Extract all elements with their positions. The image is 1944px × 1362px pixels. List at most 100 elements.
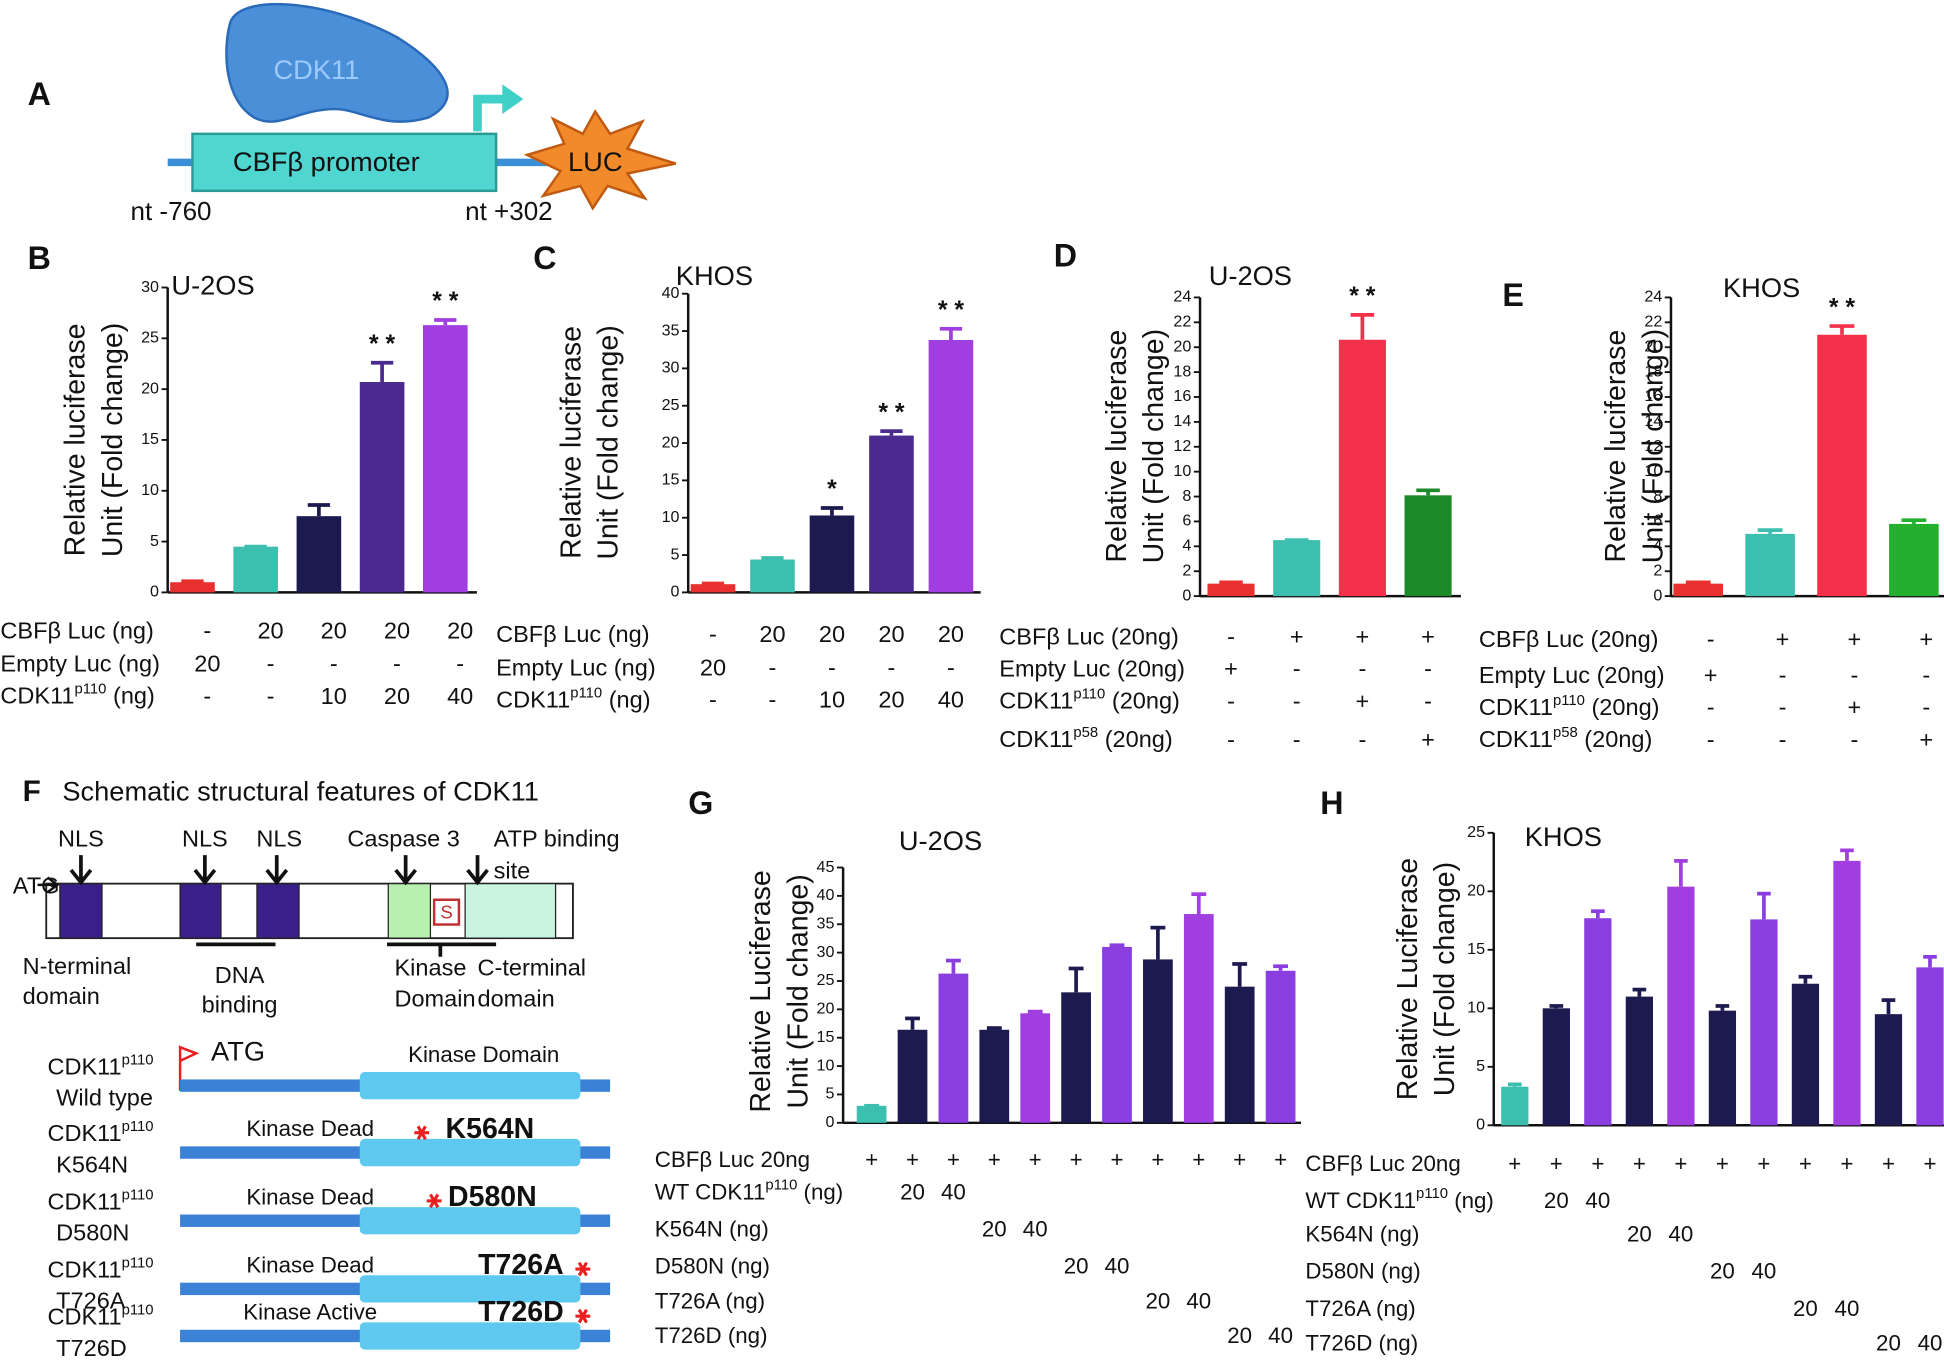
- name-main: CDK11: [47, 1120, 121, 1146]
- y-tick-label: 20: [817, 1000, 835, 1018]
- c-terminal-box: [464, 883, 557, 939]
- y-tick-label: 10: [662, 508, 680, 526]
- condition-cell: 20: [1544, 1188, 1569, 1213]
- construct-note: Kinase Domain: [408, 1042, 559, 1067]
- condition-cell: 20: [1227, 1323, 1252, 1348]
- domain-label: C-terminal: [478, 954, 587, 980]
- y-axis-label: Unit (Fold change): [1138, 329, 1170, 563]
- y-tick-label: 16: [1644, 387, 1662, 405]
- condition-cell: 20: [1793, 1296, 1818, 1321]
- condition-cell: -: [1227, 688, 1235, 714]
- atp-label: site: [494, 858, 531, 884]
- row-label: Empty Luc (ng): [0, 651, 160, 677]
- label-main: CDK11: [1479, 694, 1553, 720]
- label-tail: (20ng): [1585, 694, 1660, 720]
- y-tick-label: 2: [1653, 561, 1662, 579]
- y-tick-label: 25: [817, 971, 835, 989]
- construct-variant: D580N: [56, 1220, 129, 1246]
- condition-cell: 20: [1145, 1288, 1170, 1313]
- condition-cell: 20: [321, 617, 347, 643]
- y-tick-label: 5: [150, 532, 159, 550]
- bar: [1224, 986, 1255, 1123]
- bar: [1673, 583, 1724, 597]
- condition-cell: 40: [1023, 1217, 1048, 1242]
- y-tick-label: 5: [671, 545, 680, 563]
- y-tick-label: 14: [1173, 412, 1191, 430]
- condition-cell: -: [709, 621, 717, 647]
- y-tick-label: 10: [1467, 999, 1485, 1017]
- y-tick-label: 0: [150, 583, 159, 601]
- condition-cell: +: [1110, 1147, 1123, 1172]
- y-tick-label: 0: [1653, 586, 1662, 604]
- arrow: [466, 855, 489, 886]
- row-label: CBFβ Luc (20ng): [1479, 626, 1659, 652]
- condition-cell: +: [988, 1147, 1001, 1172]
- bar: [1750, 919, 1778, 1126]
- condition-cell: -: [1424, 688, 1432, 714]
- condition-cell: 40: [1186, 1288, 1211, 1313]
- condition-cell: 40: [938, 687, 964, 713]
- chart-title: KHOS: [676, 260, 753, 291]
- cdk11-shape: [225, 2, 449, 123]
- bar: [1273, 540, 1321, 597]
- row-label: T726D (ng): [655, 1323, 768, 1348]
- bar: [856, 1105, 887, 1123]
- bar: [1501, 1086, 1529, 1126]
- condition-cell: 20: [878, 621, 904, 647]
- condition-cell: -: [947, 654, 955, 680]
- promoter-box: [191, 132, 498, 193]
- y-tick-label: 6: [1653, 512, 1662, 530]
- panel-letter: F: [23, 775, 41, 808]
- y-tick-label: 30: [662, 359, 680, 377]
- condition-cell: +: [1704, 662, 1718, 688]
- y-tick-label: 10: [141, 481, 159, 499]
- condition-cell: +: [1508, 1151, 1521, 1176]
- bar: [750, 559, 795, 593]
- name-sup: p110: [122, 1052, 154, 1068]
- chart: D U-2OS Relative luciferase Unit (Fold chan…: [1054, 237, 1461, 752]
- atp-label: ATP binding: [494, 825, 620, 851]
- condition-cell: -: [1707, 694, 1715, 720]
- y-tick-label: 20: [662, 433, 680, 451]
- mutation-label: T726D: [478, 1296, 564, 1328]
- domain-label: domain: [23, 983, 100, 1009]
- row-label: CDK11p110 (ng): [0, 682, 154, 709]
- condition-cell: 10: [819, 687, 845, 713]
- condition-cell: +: [947, 1147, 960, 1172]
- condition-cell: +: [1923, 1151, 1936, 1176]
- panel-letter: D: [1054, 237, 1077, 273]
- condition-cell: -: [1779, 726, 1787, 752]
- condition-cell: +: [1356, 688, 1370, 714]
- condition-cell: -: [1358, 656, 1366, 682]
- star-stroke: [577, 1308, 588, 1324]
- luc-star: [523, 109, 677, 211]
- condition-cell: +: [1421, 726, 1435, 752]
- condition-cell: +: [865, 1147, 878, 1172]
- significance: * *: [878, 399, 905, 426]
- condition-cell: 20: [1710, 1259, 1735, 1284]
- condition-cell: 40: [1268, 1323, 1293, 1348]
- y-tick-label: 18: [1644, 362, 1662, 380]
- row-label: CDK11p110 (ng): [496, 685, 650, 712]
- row-label: CBFβ Luc (20ng): [999, 623, 1179, 649]
- bar: [1542, 1008, 1570, 1126]
- domain-label: Kinase: [394, 954, 466, 980]
- condition-cell: -: [1227, 726, 1235, 752]
- bar: [1265, 970, 1296, 1123]
- construct-name: CDK11p110: [47, 1119, 153, 1146]
- mutation-star: [575, 1308, 591, 1324]
- condition-cell: -: [1922, 694, 1930, 720]
- condition-cell: 40: [1105, 1254, 1130, 1279]
- star-stroke: [429, 1193, 440, 1209]
- condition-cell: -: [203, 617, 211, 643]
- condition-cell: -: [1358, 726, 1366, 752]
- construct-variant: T726A: [56, 1288, 126, 1314]
- y-tick-label: 5: [1476, 1057, 1485, 1075]
- chart: E KHOS Relative luciferase Unit (Fold chang…: [1502, 272, 1944, 752]
- row-label: Empty Luc (20ng): [1479, 662, 1665, 688]
- atg-flag: [178, 1045, 200, 1091]
- panel-a: A CDK11 CBFβ promoter LUC nt -760 nt +30…: [28, 2, 677, 226]
- condition-cell: +: [1192, 1147, 1205, 1172]
- label-sup: p58: [1553, 725, 1578, 741]
